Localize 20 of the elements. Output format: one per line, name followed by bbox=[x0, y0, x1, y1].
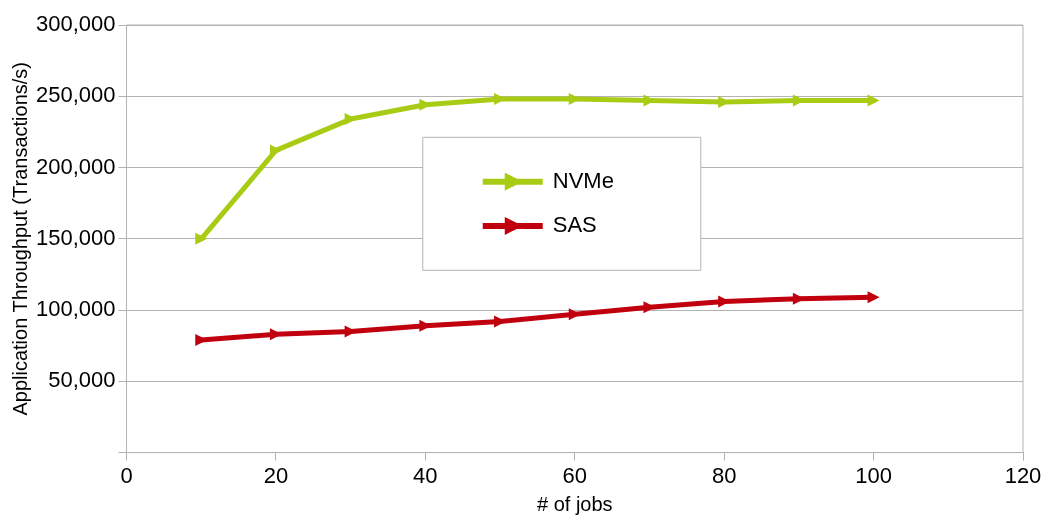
point bbox=[867, 94, 880, 107]
y-tick-label: 200,000 bbox=[35, 153, 116, 179]
y-tick-label: 50,000 bbox=[48, 367, 116, 393]
point bbox=[195, 232, 208, 245]
y-tick-label: 100,000 bbox=[35, 296, 116, 322]
x-tick-label: 60 bbox=[562, 462, 587, 488]
x-tick-label: 80 bbox=[711, 462, 737, 488]
y-tick-label: 300,000 bbox=[35, 11, 116, 37]
x-tick-label: 40 bbox=[413, 462, 438, 488]
y-tick-label: 150,000 bbox=[35, 224, 116, 250]
x-axis-title: # of jobs bbox=[536, 492, 613, 515]
y-tick-label: 250,000 bbox=[35, 82, 116, 108]
x-tick-label: 20 bbox=[263, 462, 289, 488]
y-axis-title: Application Throughput (Transactions/s) bbox=[8, 62, 31, 416]
x-tick-label: 0 bbox=[120, 462, 133, 488]
x-tick-label: 120 bbox=[1004, 462, 1042, 488]
point bbox=[867, 291, 880, 304]
x-tick-label: 100 bbox=[855, 462, 892, 488]
legend-label: NVMe bbox=[552, 167, 614, 193]
legend-label: SAS bbox=[552, 212, 597, 238]
